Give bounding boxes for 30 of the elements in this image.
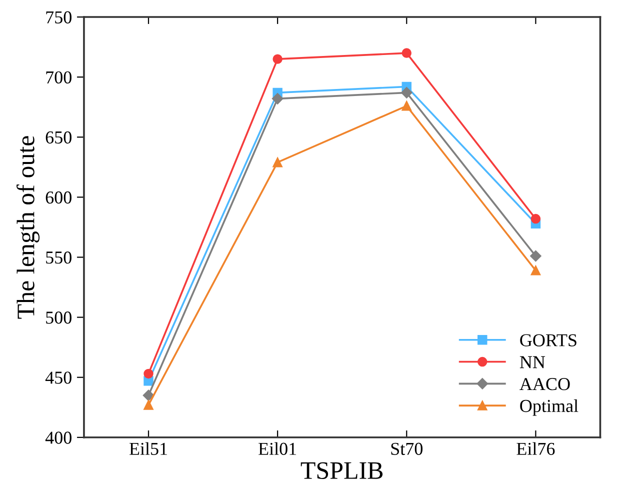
point bbox=[530, 266, 541, 276]
y-tick-label: 650 bbox=[46, 131, 72, 144]
x-tick-label: Eil76 bbox=[516, 442, 555, 455]
x-axis-title: TSPLIB bbox=[300, 462, 383, 480]
point bbox=[530, 214, 541, 224]
x-tick-label: St70 bbox=[391, 442, 422, 455]
y-tick-label: 550 bbox=[46, 251, 72, 264]
legend-label: AACO bbox=[520, 378, 570, 390]
legend-label: Optimal bbox=[520, 399, 578, 416]
y-tick-label: 600 bbox=[46, 191, 72, 204]
y-axis-title: The length of oute bbox=[16, 136, 40, 319]
point bbox=[142, 390, 154, 401]
y-tick-label: 400 bbox=[45, 432, 72, 444]
x-tick-label: Eil51 bbox=[129, 442, 167, 455]
point bbox=[272, 54, 282, 64]
point bbox=[144, 400, 154, 410]
point bbox=[144, 368, 154, 379]
legend-label: NN bbox=[520, 356, 546, 368]
point bbox=[402, 101, 412, 111]
point bbox=[272, 93, 284, 104]
point bbox=[530, 250, 542, 262]
y-tick-label: 750 bbox=[46, 11, 72, 24]
y-tick-label: 450 bbox=[45, 372, 72, 384]
point bbox=[402, 48, 412, 58]
point bbox=[272, 157, 282, 168]
y-tick-label: 700 bbox=[46, 71, 72, 84]
y-tick-label: 500 bbox=[46, 312, 72, 324]
point bbox=[401, 87, 412, 98]
x-tick-label: Eil01 bbox=[258, 442, 296, 455]
legend-label: GORTS bbox=[520, 334, 576, 346]
